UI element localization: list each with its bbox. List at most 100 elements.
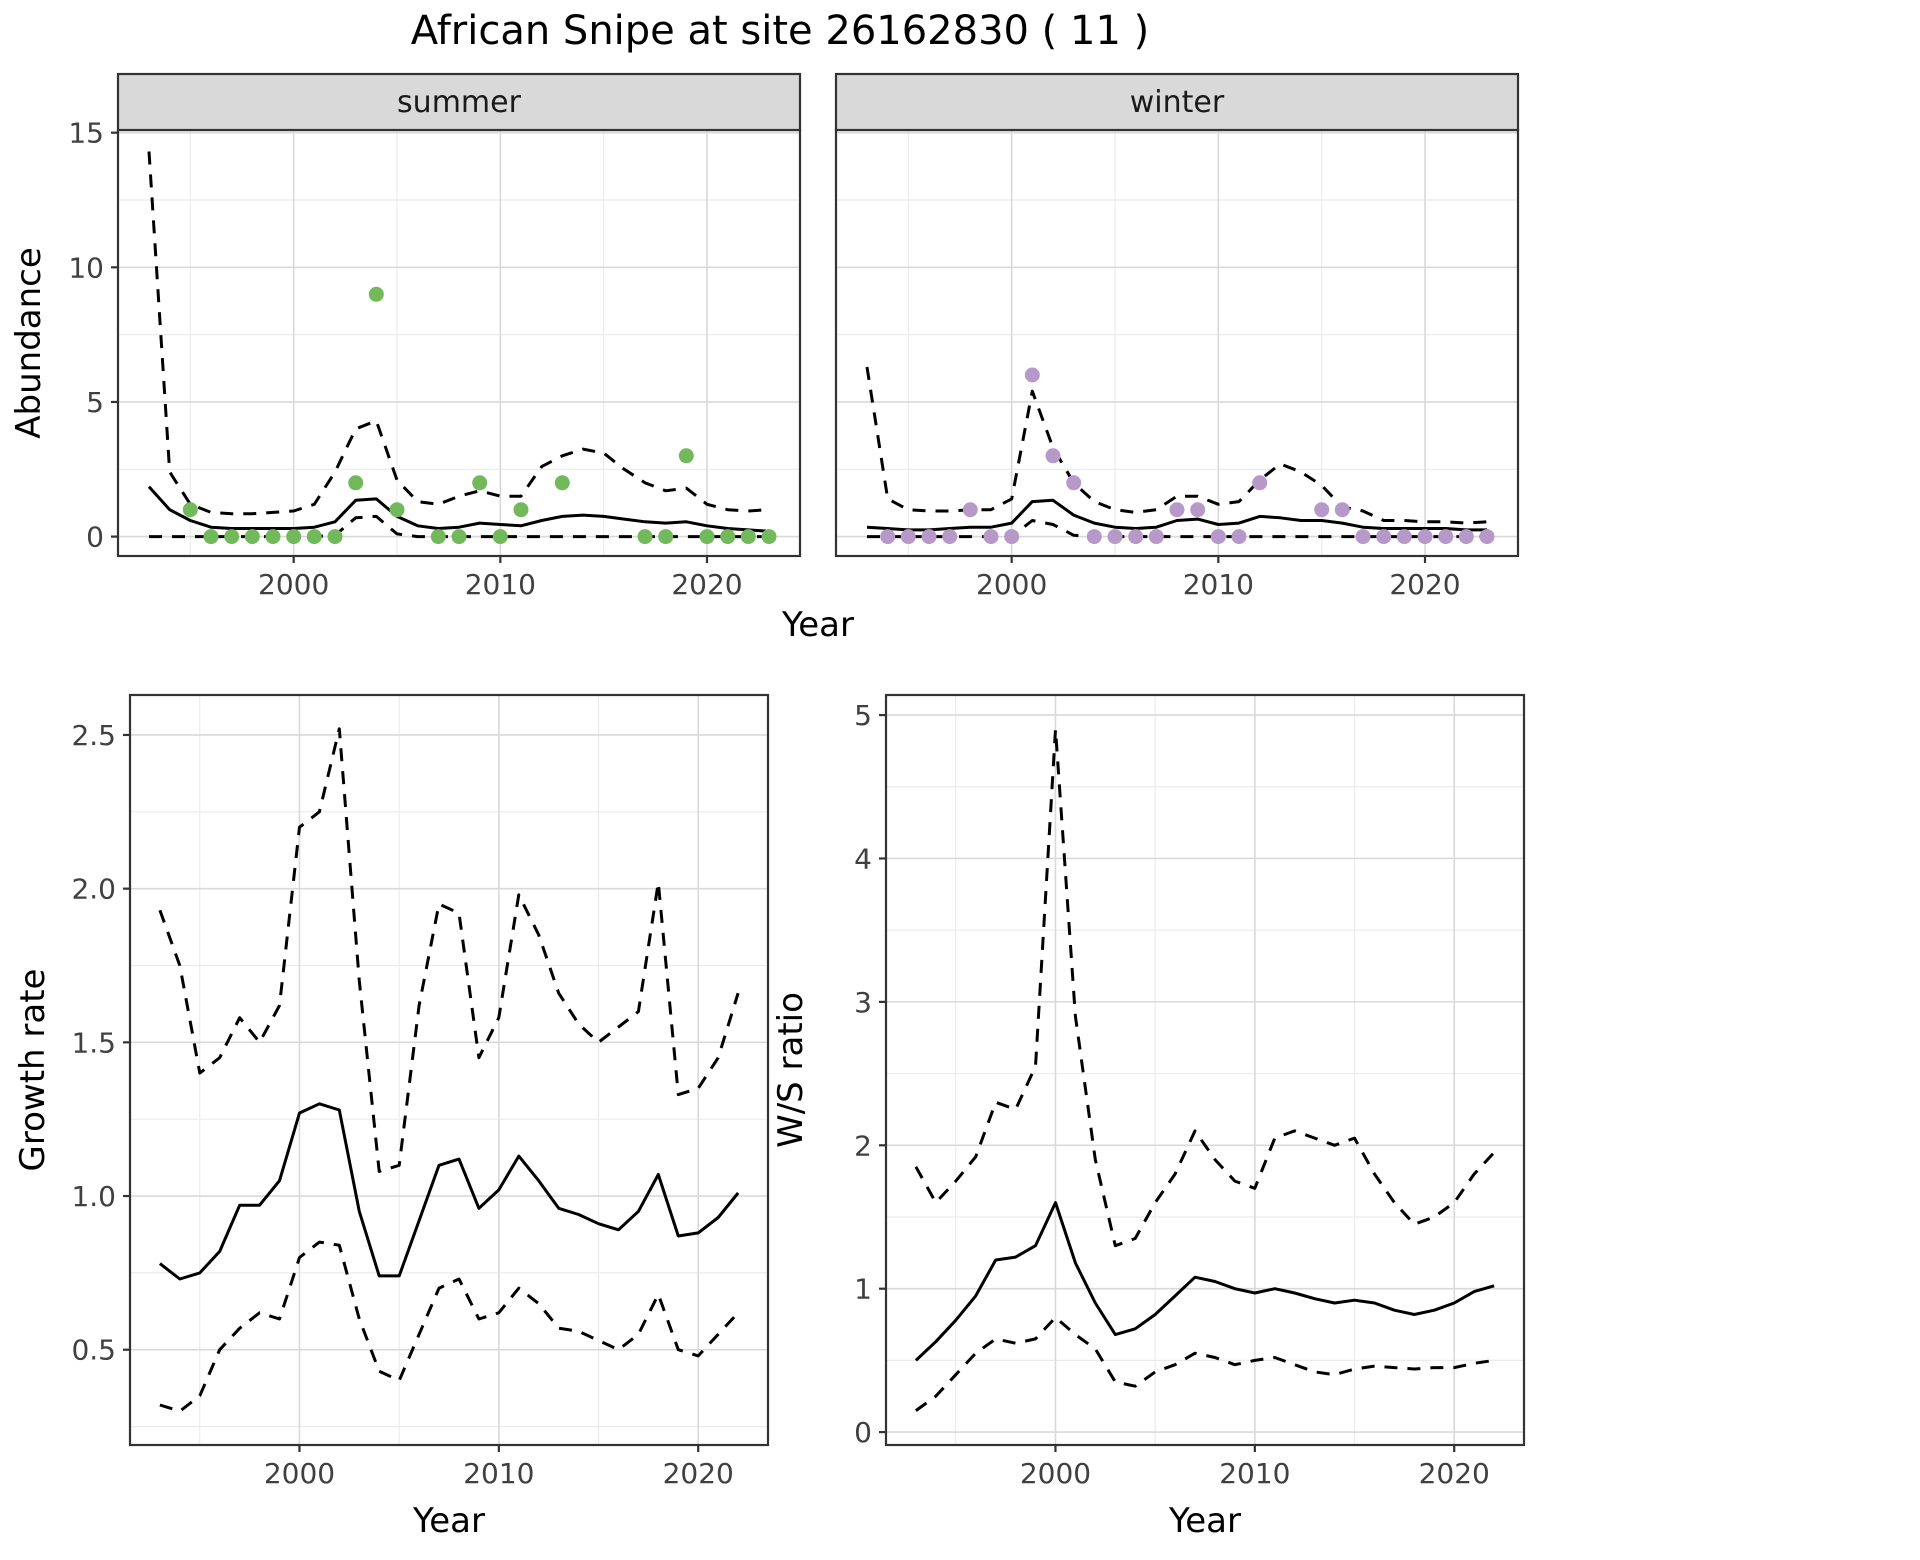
facet-label-winter: winter <box>1130 85 1225 120</box>
observation-point <box>492 529 508 545</box>
panel-border <box>128 693 770 1447</box>
observation-point <box>203 529 219 545</box>
observation-point <box>921 529 937 545</box>
y-tick-label: 5 <box>86 386 104 419</box>
y-tick-label: 0 <box>86 521 104 554</box>
x-tick-label: 2010 <box>1219 1457 1290 1490</box>
observation-point <box>286 529 302 545</box>
abundance_winter-mean-line <box>866 498 1487 532</box>
y-tick-label: 4 <box>854 842 872 875</box>
panel-ws_ratio: 2000 2010 2020 0 1 2 3 4 5 <box>854 693 1526 1490</box>
observation-point <box>699 529 715 545</box>
observation-point <box>368 286 384 302</box>
observation-point <box>1169 502 1185 518</box>
observation-point <box>1314 502 1330 518</box>
observation-point <box>1210 529 1226 545</box>
abundance_summer-mean-line <box>147 485 770 533</box>
observation-point <box>306 529 322 545</box>
x-tick-label: 2010 <box>1183 568 1254 601</box>
growth_rate-upper_ci-line <box>158 727 740 1173</box>
y-tick-label: 2.5 <box>71 719 116 752</box>
x-tick-label: 2020 <box>663 1457 734 1490</box>
y-tick-label: 15 <box>68 117 104 150</box>
panel-background <box>836 130 1518 556</box>
x-tick-label: 2010 <box>463 1457 534 1490</box>
observation-point <box>740 529 756 545</box>
observation-point <box>1479 529 1495 545</box>
x-tick-label: 2000 <box>976 568 1047 601</box>
y-tick-label: 1.0 <box>71 1180 116 1213</box>
observation-point <box>1396 529 1412 545</box>
y-tick-label: 1.5 <box>71 1026 116 1059</box>
observation-point <box>389 502 405 518</box>
top-year-axis-title: Year <box>781 605 854 645</box>
x-tick-label: 2020 <box>1389 568 1460 601</box>
observation-point <box>430 529 446 545</box>
observation-point <box>1148 529 1164 545</box>
panel-background <box>130 695 768 1445</box>
observation-point <box>513 502 529 518</box>
y-tick-label: 2.0 <box>71 873 116 906</box>
observation-point <box>1024 367 1040 383</box>
abundance_summer-upper_ci-line <box>147 151 770 516</box>
panel-background <box>118 130 800 556</box>
observation-point <box>1458 529 1474 545</box>
growth-rate-axis-title: Growth rate <box>13 969 53 1172</box>
y-tick-label: 10 <box>68 251 104 284</box>
observation-point <box>1438 529 1454 545</box>
observation-point <box>348 475 364 491</box>
observation-point <box>1376 529 1392 545</box>
observation-point <box>720 529 736 545</box>
facet-label-summer: summer <box>397 85 522 120</box>
panel-growth_rate: 2000 2010 2020 0.5 1.0 1.5 2.0 2.5 <box>71 693 770 1490</box>
y-tick-label: 5 <box>854 699 872 732</box>
bottom-right-year-axis-title: Year <box>1168 1501 1241 1541</box>
ws-ratio-axis-title: W/S ratio <box>771 992 811 1148</box>
observation-point <box>327 529 343 545</box>
x-tick-label: 2000 <box>264 1457 335 1490</box>
observation-point <box>983 529 999 545</box>
ws_ratio-lower_ci-line <box>915 1315 1495 1412</box>
abundance-axis-title: Abundance <box>9 247 49 439</box>
y-tick-label: 2 <box>854 1129 872 1162</box>
observation-point <box>1231 529 1247 545</box>
observation-point <box>265 529 281 545</box>
observation-point <box>244 529 260 545</box>
observation-point <box>880 529 896 545</box>
panel-abundance_winter: 2000 2010 2020 <box>834 72 1520 601</box>
x-tick-label: 2010 <box>465 568 536 601</box>
observation-point <box>224 529 240 545</box>
observation-point <box>1252 475 1268 491</box>
observation-point <box>1107 529 1123 545</box>
x-tick-label: 2020 <box>1419 1457 1490 1490</box>
observation-point <box>554 475 570 491</box>
observation-point <box>1045 448 1061 464</box>
observation-point <box>900 529 916 545</box>
bottom-left-year-axis-title: Year <box>412 1501 485 1541</box>
facet-strip <box>834 72 1520 132</box>
x-tick-label: 2020 <box>671 568 742 601</box>
y-tick-label: 3 <box>854 986 872 1019</box>
observation-point <box>1066 475 1082 491</box>
observation-point <box>658 529 674 545</box>
y-tick-label: 0.5 <box>71 1334 116 1367</box>
panel-background <box>886 695 1524 1445</box>
observation-point <box>472 475 488 491</box>
facet-strip <box>116 72 802 132</box>
panel-abundance_summer: 2000 2010 2020 0 5 10 15 <box>68 72 802 601</box>
observation-point <box>1334 502 1350 518</box>
abundance_winter-points <box>880 367 1495 545</box>
ws_ratio-upper_ci-line <box>914 727 1496 1248</box>
panel-border <box>884 693 1526 1447</box>
y-tick-label: 0 <box>854 1416 872 1449</box>
abundance_winter-lower_ci-line <box>867 519 1487 539</box>
x-tick-label: 2000 <box>1020 1457 1091 1490</box>
observation-point <box>1004 529 1020 545</box>
abundance_summer-points <box>182 286 777 545</box>
observation-point <box>1128 529 1144 545</box>
x-tick-label: 2000 <box>258 568 329 601</box>
growth_rate-lower_ci-line <box>159 1240 740 1413</box>
